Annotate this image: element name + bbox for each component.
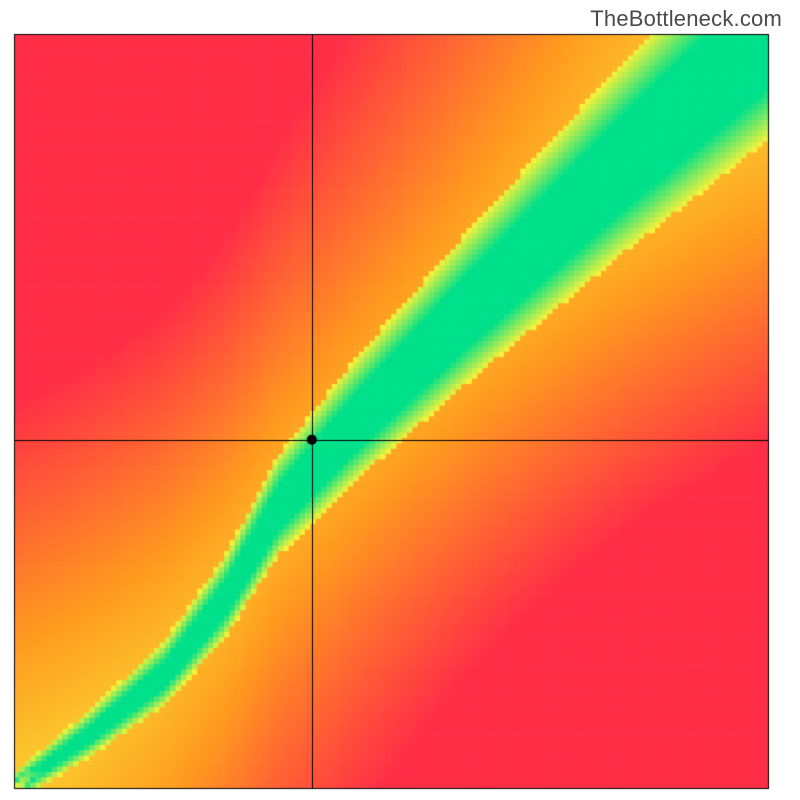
chart-container: TheBottleneck.com: [0, 0, 800, 800]
bottleneck-heatmap: [0, 0, 800, 800]
